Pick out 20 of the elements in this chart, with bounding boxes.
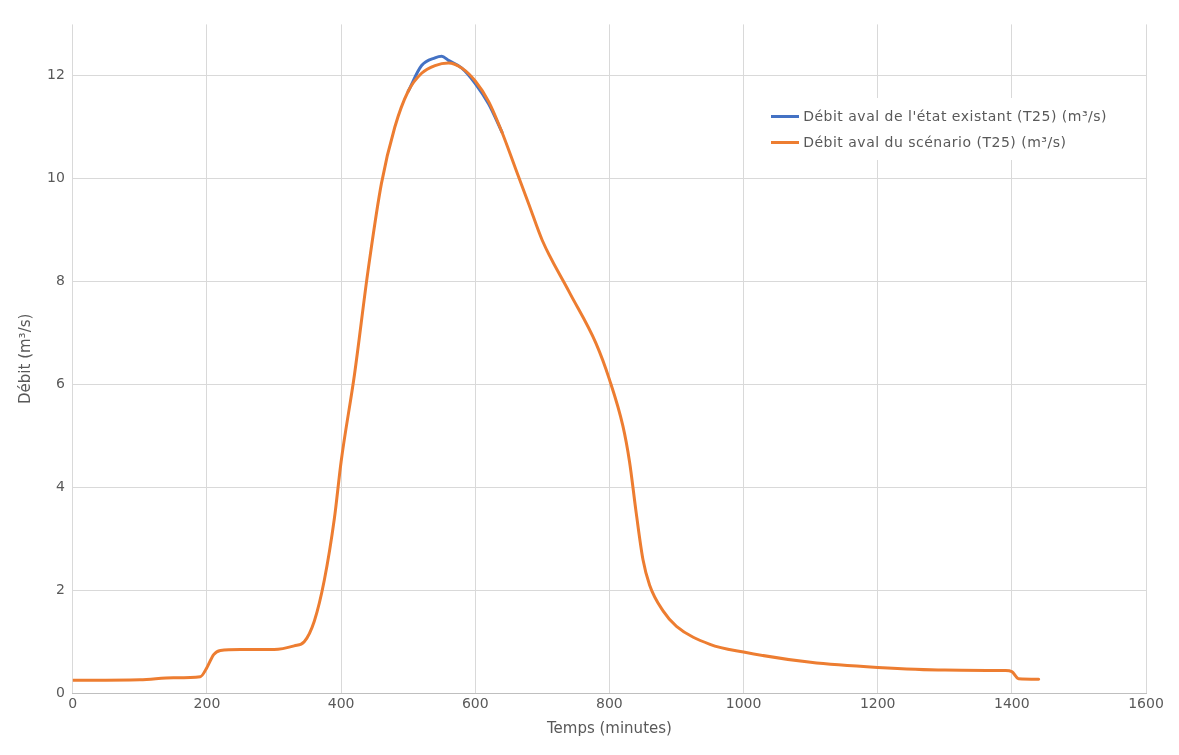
x-tick-label: 800	[596, 695, 623, 712]
x-tick-label: 600	[461, 695, 489, 712]
x-tick-label: 1000	[725, 695, 762, 712]
legend-label: Débit aval de l'état existant (T25) (m³/s)	[803, 108, 1107, 124]
x-tick-label: 200	[193, 695, 221, 712]
y-axis-title: Débit (m³/s)	[15, 313, 34, 404]
x-tick-label: 1600	[1128, 695, 1164, 712]
x-axis-title: Temps (minutes)	[545, 718, 672, 737]
y-tick-label: 10	[46, 169, 65, 186]
y-tick-label: 8	[55, 272, 65, 289]
y-tick-label: 6	[55, 375, 65, 392]
x-tick-label: 0	[68, 695, 78, 712]
legend-label: Débit aval du scénario (T25) (m³/s)	[803, 134, 1067, 150]
x-tick-label: 400	[327, 695, 355, 712]
y-tick-label: 2	[55, 580, 65, 597]
y-tick-label: 0	[55, 683, 65, 700]
x-tick-label: 1400	[994, 695, 1030, 712]
x-tick-label: 1200	[859, 695, 896, 712]
y-tick-label: 12	[46, 66, 65, 83]
y-tick-label: 4	[55, 478, 65, 495]
